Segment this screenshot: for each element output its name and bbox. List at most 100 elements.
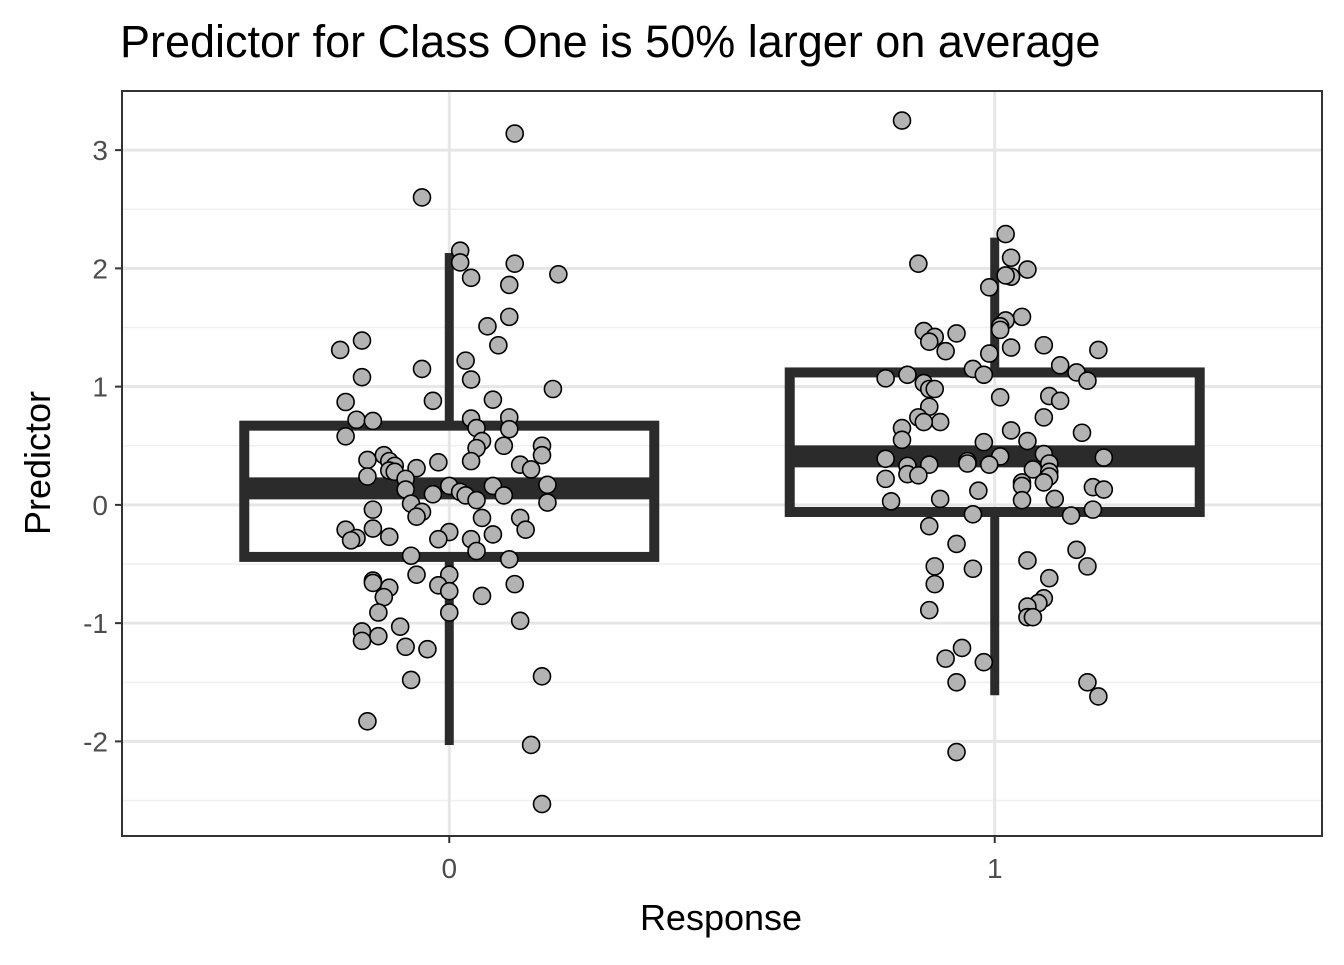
data-point	[1089, 340, 1108, 360]
data-point	[909, 466, 928, 485]
data-point	[919, 516, 939, 536]
data-point	[936, 341, 955, 361]
data-point	[1018, 431, 1037, 451]
data-point	[1078, 672, 1097, 692]
data-point	[439, 603, 459, 622]
data-point	[919, 332, 939, 351]
data-point	[341, 531, 361, 550]
data-point	[1039, 568, 1059, 588]
data-point	[1012, 490, 1032, 510]
data-point	[505, 124, 525, 143]
y-tick-label: 3	[92, 135, 108, 166]
data-point	[909, 254, 928, 273]
data-point	[1001, 421, 1021, 440]
data-point	[499, 275, 519, 295]
data-point	[1072, 423, 1092, 443]
data-point	[336, 392, 355, 412]
data-point	[876, 449, 895, 469]
data-point	[1050, 391, 1070, 411]
data-point	[1067, 540, 1086, 560]
data-point	[379, 527, 399, 547]
data-point	[467, 541, 486, 561]
data-point	[472, 508, 492, 528]
data-point	[396, 637, 415, 657]
data-point	[969, 481, 988, 500]
data-point	[1078, 371, 1097, 391]
data-point	[363, 500, 383, 519]
data-point	[1018, 260, 1037, 279]
data-point	[532, 445, 552, 465]
data-point	[499, 419, 519, 439]
data-point	[352, 367, 372, 387]
data-point	[1034, 473, 1054, 492]
data-point	[1023, 607, 1043, 627]
x-tick-label: 1	[987, 853, 1003, 884]
data-point	[363, 573, 383, 593]
y-axis: -2 -1 0 1 2 3	[83, 135, 122, 757]
data-point	[467, 490, 486, 510]
data-point	[429, 453, 448, 472]
data-point	[549, 264, 568, 284]
y-tick-label: 1	[92, 372, 108, 403]
data-point	[892, 430, 912, 450]
panel-border	[121, 90, 1323, 837]
data-point	[936, 649, 955, 668]
data-point	[947, 742, 966, 762]
data-point	[352, 331, 372, 350]
data-point	[1018, 551, 1037, 570]
data-point	[1001, 248, 1021, 268]
box-iqr	[784, 367, 1205, 517]
data-point	[930, 489, 950, 509]
data-point	[521, 735, 541, 755]
data-point	[347, 410, 366, 430]
data-point	[925, 379, 945, 399]
data-point	[532, 794, 552, 814]
data-point	[952, 638, 972, 658]
data-point	[876, 369, 895, 388]
data-point	[456, 351, 475, 370]
data-point	[1045, 489, 1065, 509]
data-point	[996, 224, 1015, 244]
data-point	[1034, 335, 1054, 355]
x-tick-label: 0	[441, 853, 457, 884]
data-point	[974, 365, 994, 385]
data-point	[412, 359, 432, 379]
data-point	[494, 486, 514, 505]
data-point	[461, 268, 481, 288]
data-point	[461, 370, 481, 389]
data-point	[898, 365, 917, 385]
data-point	[461, 451, 481, 471]
data-point	[423, 484, 443, 504]
x-axis-title: Response	[640, 897, 802, 938]
data-point	[369, 626, 388, 646]
data-point	[947, 672, 966, 692]
plot-panel	[121, 90, 1323, 837]
data-point	[369, 603, 388, 622]
y-tick-label: 2	[92, 253, 108, 284]
y-axis-title: Predictor	[17, 391, 58, 535]
data-point	[505, 254, 525, 273]
data-point	[363, 519, 383, 538]
data-point	[963, 505, 983, 524]
data-point	[914, 412, 934, 432]
data-point	[330, 340, 350, 360]
data-point	[510, 611, 530, 631]
data-point	[439, 581, 459, 601]
data-point	[538, 475, 557, 495]
data-point	[478, 317, 497, 336]
data-point	[947, 324, 966, 343]
data-point	[1034, 408, 1054, 427]
data-point	[401, 670, 421, 690]
data-point	[958, 454, 977, 473]
data-point	[919, 600, 939, 620]
data-point	[1089, 687, 1108, 706]
points-group-1	[876, 111, 1114, 762]
data-point	[925, 574, 945, 594]
data-point	[358, 450, 377, 470]
data-point	[1094, 480, 1114, 499]
y-tick-label: -2	[83, 726, 108, 757]
data-point	[979, 455, 999, 474]
